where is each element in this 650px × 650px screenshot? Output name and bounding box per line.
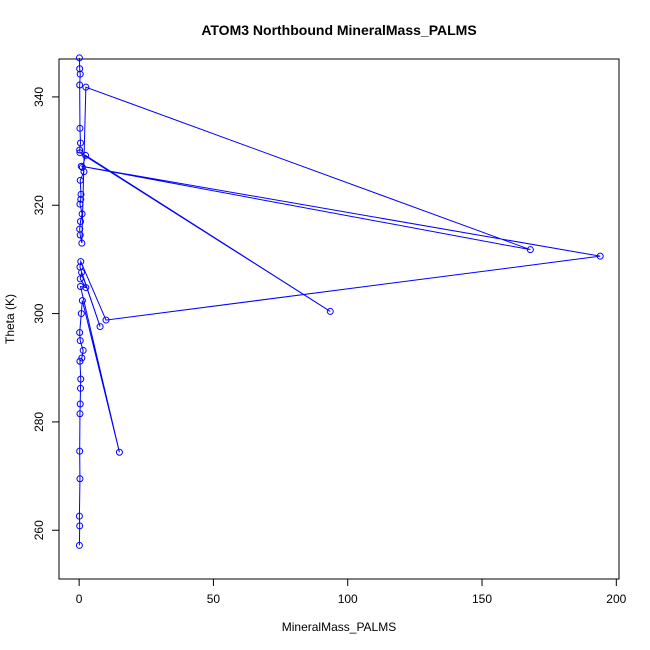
data-point	[75, 54, 83, 62]
y-tick-label: 320	[32, 195, 46, 215]
data-point	[115, 448, 123, 456]
data-point	[76, 384, 84, 392]
x-tick-label: 100	[338, 592, 358, 606]
data-point	[76, 124, 84, 132]
y-axis: 260 280 300 320 340	[32, 87, 59, 540]
data-point	[76, 410, 84, 418]
data-point	[77, 375, 85, 383]
y-tick-label: 260	[32, 520, 46, 540]
data-point	[79, 346, 87, 354]
x-tick-label: 150	[472, 592, 492, 606]
data-point	[76, 149, 84, 157]
data-point	[75, 512, 83, 520]
data-point	[76, 65, 84, 73]
data-point	[75, 541, 83, 549]
data-point	[76, 139, 84, 147]
x-tick-label: 200	[606, 592, 626, 606]
x-axis: 0 50 100 150 200	[76, 579, 627, 606]
data-point	[76, 522, 84, 530]
data-point	[76, 176, 84, 184]
data-point	[80, 168, 88, 176]
series-line	[78, 57, 601, 546]
data-point	[76, 200, 84, 208]
chart-title: ATOM3 Northbound MineralMass_PALMS	[201, 22, 476, 38]
data-point	[76, 275, 84, 283]
plot-frame	[58, 58, 620, 580]
data-point	[77, 195, 85, 203]
data-point	[77, 258, 85, 266]
data-point	[76, 337, 84, 345]
data-point	[76, 400, 84, 408]
data-point	[96, 323, 104, 331]
data-point	[77, 190, 85, 198]
data-point	[78, 163, 86, 171]
x-tick-label: 0	[76, 592, 83, 606]
data-point	[76, 218, 84, 225]
x-tick-label: 50	[207, 592, 221, 606]
data-point	[76, 329, 84, 337]
data-point	[76, 81, 84, 89]
data-point	[76, 225, 84, 233]
plot-area	[75, 54, 604, 549]
data-point	[76, 70, 84, 78]
data-point	[78, 239, 86, 247]
data-point	[76, 447, 84, 455]
data-point	[526, 246, 534, 254]
data-point	[78, 210, 86, 218]
data-point	[76, 475, 84, 483]
data-point	[78, 354, 86, 362]
data-point	[82, 151, 90, 159]
y-tick-label: 280	[32, 412, 46, 432]
data-point	[82, 284, 90, 292]
data-point	[77, 310, 85, 318]
data-point	[102, 316, 110, 324]
data-point	[82, 83, 90, 91]
data-point	[326, 307, 334, 315]
data-point	[76, 263, 84, 271]
data-point	[78, 297, 86, 305]
data-point	[76, 146, 84, 154]
y-tick-label: 340	[32, 87, 46, 107]
y-tick-label: 300	[32, 303, 46, 323]
data-point	[596, 252, 604, 260]
data-point	[77, 162, 85, 170]
y-axis-label: Theta (K)	[3, 294, 17, 344]
x-axis-label: MineralMass_PALMS	[282, 620, 396, 634]
